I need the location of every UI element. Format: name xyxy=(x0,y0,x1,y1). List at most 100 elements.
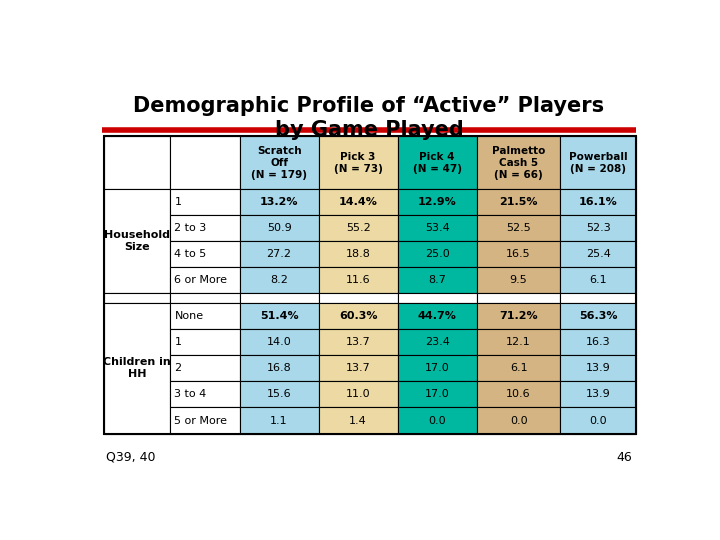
Text: 25.4: 25.4 xyxy=(586,249,611,259)
Bar xyxy=(104,137,170,189)
Bar xyxy=(319,408,397,434)
Text: 1.4: 1.4 xyxy=(349,416,367,426)
Bar xyxy=(560,241,636,267)
Bar xyxy=(319,381,397,408)
Text: 0.0: 0.0 xyxy=(428,416,446,426)
Bar xyxy=(477,215,560,241)
Text: 53.4: 53.4 xyxy=(425,223,449,233)
Bar xyxy=(319,267,397,294)
Text: 56.3%: 56.3% xyxy=(579,311,618,321)
Bar xyxy=(560,408,636,434)
Bar xyxy=(104,303,170,434)
Bar xyxy=(319,215,397,241)
Text: Demographic Profile of “Active” Players
by Game Played: Demographic Profile of “Active” Players … xyxy=(133,96,605,140)
Bar xyxy=(397,215,477,241)
Bar xyxy=(170,215,240,241)
Text: 0.0: 0.0 xyxy=(510,416,527,426)
Text: 9.5: 9.5 xyxy=(510,275,528,286)
Bar xyxy=(397,294,477,303)
Bar xyxy=(397,408,477,434)
Bar xyxy=(104,137,636,434)
Bar xyxy=(397,241,477,267)
Bar xyxy=(170,137,240,189)
Text: 6 or More: 6 or More xyxy=(174,275,228,286)
Bar xyxy=(560,381,636,408)
Text: 44.7%: 44.7% xyxy=(418,311,456,321)
Bar xyxy=(240,381,319,408)
Bar xyxy=(477,408,560,434)
Text: 14.4%: 14.4% xyxy=(338,197,377,207)
Bar xyxy=(240,303,319,329)
Bar xyxy=(397,329,477,355)
Text: Pick 4
(N = 47): Pick 4 (N = 47) xyxy=(413,152,462,173)
Text: 13.7: 13.7 xyxy=(346,337,371,347)
Text: 3 to 4: 3 to 4 xyxy=(174,389,207,400)
Text: Pick 3
(N = 73): Pick 3 (N = 73) xyxy=(333,152,382,173)
Bar xyxy=(477,189,560,215)
Bar xyxy=(397,303,477,329)
Bar xyxy=(170,189,240,215)
Text: 25.0: 25.0 xyxy=(425,249,449,259)
Bar xyxy=(560,294,636,303)
Text: 52.5: 52.5 xyxy=(506,223,531,233)
Bar xyxy=(319,355,397,381)
Bar xyxy=(240,137,319,189)
Text: 8.2: 8.2 xyxy=(270,275,288,286)
Text: 27.2: 27.2 xyxy=(266,249,292,259)
Text: Children in
HH: Children in HH xyxy=(103,357,171,379)
Text: 17.0: 17.0 xyxy=(425,389,449,400)
Text: 46: 46 xyxy=(617,451,632,464)
Text: 1: 1 xyxy=(174,197,181,207)
Bar xyxy=(560,189,636,215)
Text: 12.9%: 12.9% xyxy=(418,197,456,207)
Text: 18.8: 18.8 xyxy=(346,249,371,259)
Text: 11.6: 11.6 xyxy=(346,275,371,286)
Bar xyxy=(170,303,240,329)
Text: 71.2%: 71.2% xyxy=(499,311,538,321)
Text: 13.2%: 13.2% xyxy=(260,197,298,207)
Bar xyxy=(319,329,397,355)
Bar xyxy=(319,241,397,267)
Bar xyxy=(240,189,319,215)
Bar xyxy=(170,294,240,303)
Text: 2 to 3: 2 to 3 xyxy=(174,223,207,233)
Text: 21.5%: 21.5% xyxy=(500,197,538,207)
Bar xyxy=(104,189,170,294)
Text: Q39, 40: Q39, 40 xyxy=(106,451,155,464)
Text: 0.0: 0.0 xyxy=(590,416,607,426)
Bar xyxy=(170,408,240,434)
Text: 60.3%: 60.3% xyxy=(339,311,377,321)
Bar xyxy=(240,215,319,241)
Text: 15.6: 15.6 xyxy=(267,389,292,400)
Text: None: None xyxy=(174,311,204,321)
Text: 55.2: 55.2 xyxy=(346,223,371,233)
Bar xyxy=(240,294,319,303)
Text: Palmetto
Cash 5
(N = 66): Palmetto Cash 5 (N = 66) xyxy=(492,146,545,180)
Text: 14.0: 14.0 xyxy=(266,337,292,347)
Text: 16.5: 16.5 xyxy=(506,249,531,259)
Text: 13.7: 13.7 xyxy=(346,363,371,373)
Text: 17.0: 17.0 xyxy=(425,363,449,373)
Bar xyxy=(397,137,477,189)
Bar xyxy=(319,303,397,329)
Bar xyxy=(240,355,319,381)
Bar xyxy=(477,294,560,303)
Bar xyxy=(397,381,477,408)
Text: 16.1%: 16.1% xyxy=(579,197,618,207)
Bar xyxy=(560,329,636,355)
Text: Powerball
(N = 208): Powerball (N = 208) xyxy=(569,152,628,173)
Bar xyxy=(477,241,560,267)
Bar xyxy=(477,303,560,329)
Text: 11.0: 11.0 xyxy=(346,389,371,400)
Bar xyxy=(319,294,397,303)
Bar xyxy=(560,267,636,294)
Text: 6.1: 6.1 xyxy=(590,275,607,286)
Text: Scratch
Off
(N = 179): Scratch Off (N = 179) xyxy=(251,146,307,180)
Text: 12.1: 12.1 xyxy=(506,337,531,347)
Text: 1.1: 1.1 xyxy=(270,416,288,426)
Text: 4 to 5: 4 to 5 xyxy=(174,249,207,259)
Bar xyxy=(477,137,560,189)
Bar xyxy=(477,267,560,294)
Text: Household
Size: Household Size xyxy=(104,231,170,252)
Text: 6.1: 6.1 xyxy=(510,363,527,373)
